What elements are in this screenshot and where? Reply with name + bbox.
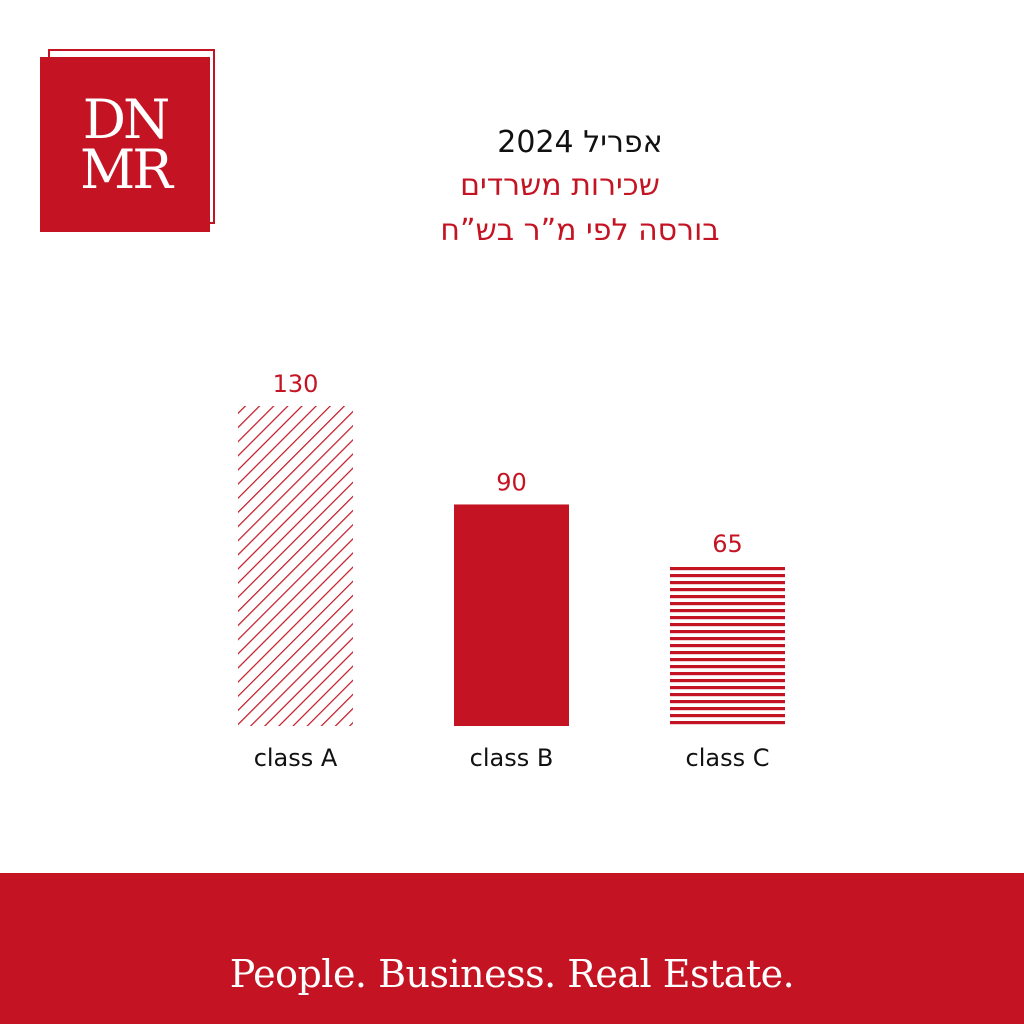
report-date: אפריל 2024 [497, 125, 663, 160]
value-label: 90 [496, 468, 527, 496]
logo-box: DN MR [40, 57, 210, 232]
value-label: 65 [712, 530, 743, 558]
bar-class-b [454, 504, 569, 726]
category-label: class A [254, 744, 338, 772]
footer-banner: People. Business. Real Estate. [0, 873, 1024, 1024]
logo-line-1: DN [82, 87, 171, 151]
logo: DN MR [40, 49, 217, 233]
category-label: class C [686, 744, 770, 772]
bar-class-c [670, 566, 785, 726]
bar-class-a [238, 406, 353, 726]
chart-subtitle: בורסה לפי מ”ר בש”ח [440, 213, 720, 248]
bar-chart: 130 class A 90 class B 65 class C [238, 370, 785, 772]
category-label: class B [470, 744, 554, 772]
value-label: 130 [273, 370, 319, 398]
chart-title: שכירות משרדים [460, 168, 660, 203]
logo-line-2: MR [80, 137, 173, 201]
footer-tagline: People. Business. Real Estate. [229, 951, 795, 996]
